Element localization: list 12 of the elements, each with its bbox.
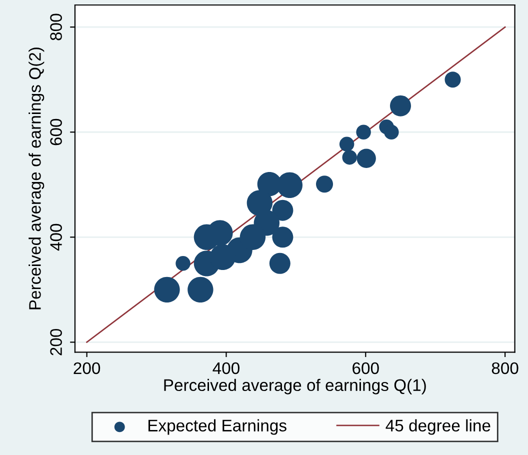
x-axis-title: Perceived average of earnings Q(1) bbox=[164, 378, 426, 394]
x-tick-label: 200 bbox=[74, 362, 100, 374]
legend-label: Expected Earnings bbox=[148, 419, 286, 435]
y-tick-label: 800 bbox=[50, 14, 62, 40]
x-tick-label: 800 bbox=[492, 362, 518, 374]
y-tick-label: 200 bbox=[50, 328, 62, 356]
x-tick-label: 400 bbox=[212, 362, 240, 374]
y-tick-label: 600 bbox=[50, 118, 62, 146]
legend-label: 45 degree line bbox=[386, 419, 490, 435]
x-tick-label: 600 bbox=[352, 362, 379, 374]
y-tick-label: 400 bbox=[50, 224, 62, 251]
y-axis-title: Perceived average of earnings Q(2) bbox=[28, 48, 44, 310]
